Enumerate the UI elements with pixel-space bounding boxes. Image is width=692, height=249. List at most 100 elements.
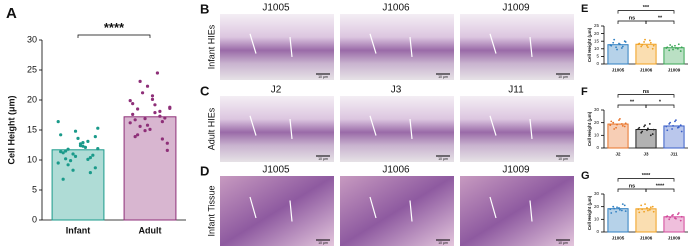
data-point bbox=[680, 46, 683, 49]
scale-label: 10 μm bbox=[438, 241, 448, 245]
scale-label: 10 μm bbox=[318, 241, 328, 245]
data-point bbox=[621, 203, 624, 206]
y-tick-label: 30 bbox=[27, 34, 37, 44]
data-point bbox=[61, 177, 65, 181]
data-point bbox=[623, 204, 626, 207]
x-tick-label: J1005 bbox=[612, 68, 625, 73]
data-point bbox=[612, 41, 615, 44]
data-point bbox=[677, 126, 680, 128]
row-label: Adult HIEs bbox=[206, 107, 216, 150]
micrograph bbox=[220, 14, 334, 80]
data-point bbox=[160, 120, 164, 124]
data-point bbox=[86, 139, 90, 143]
data-point bbox=[165, 148, 169, 152]
data-point bbox=[677, 212, 680, 214]
data-point bbox=[610, 44, 613, 47]
data-point bbox=[81, 141, 85, 145]
data-point bbox=[143, 117, 147, 121]
y-tick-label: 0 bbox=[596, 229, 599, 234]
image-title: J2 bbox=[271, 85, 282, 96]
significance-label: *** bbox=[643, 5, 650, 11]
data-point bbox=[666, 129, 669, 132]
data-point bbox=[665, 125, 668, 128]
data-point bbox=[643, 125, 645, 128]
data-point bbox=[651, 205, 654, 208]
data-point bbox=[641, 44, 644, 46]
data-point bbox=[66, 147, 70, 151]
micrograph bbox=[340, 96, 454, 162]
significance-label: ** bbox=[658, 15, 663, 21]
data-point bbox=[168, 106, 172, 110]
data-point bbox=[93, 135, 97, 139]
data-point bbox=[624, 122, 627, 125]
y-tick-label: 10 bbox=[594, 217, 600, 222]
micrograph bbox=[460, 176, 574, 246]
data-point bbox=[618, 207, 620, 209]
panel-letter: B bbox=[200, 1, 209, 16]
data-point bbox=[620, 123, 623, 125]
significance-bracket bbox=[77, 34, 151, 38]
data-point bbox=[609, 208, 612, 211]
data-point bbox=[83, 145, 88, 149]
data-point bbox=[158, 109, 162, 113]
bar bbox=[663, 216, 685, 233]
data-point bbox=[150, 97, 155, 101]
data-point bbox=[648, 39, 651, 42]
bar bbox=[635, 208, 657, 233]
data-point bbox=[643, 210, 645, 213]
data-point bbox=[671, 45, 673, 48]
data-point bbox=[675, 217, 677, 220]
data-point bbox=[59, 133, 63, 137]
data-point bbox=[138, 79, 142, 83]
cell-height-arrows bbox=[489, 115, 533, 139]
data-point bbox=[668, 123, 671, 125]
data-point bbox=[675, 119, 677, 122]
data-point bbox=[133, 135, 137, 139]
row-label: Infant HIEs bbox=[206, 24, 216, 69]
data-point bbox=[619, 43, 621, 46]
data-point bbox=[68, 159, 73, 163]
data-point bbox=[638, 211, 641, 214]
data-point bbox=[163, 116, 167, 120]
data-point bbox=[140, 91, 145, 95]
data-point bbox=[679, 219, 682, 222]
y-axis-label: Cell Height (μm) bbox=[587, 111, 592, 146]
data-point bbox=[646, 207, 648, 209]
data-point bbox=[648, 123, 651, 125]
data-point bbox=[619, 117, 621, 120]
data-point bbox=[679, 50, 682, 52]
data-point bbox=[88, 156, 92, 160]
data-point bbox=[91, 153, 95, 157]
x-tick-label: J1005 bbox=[612, 236, 625, 241]
significance-label: **** bbox=[656, 183, 665, 189]
x-tick-label: J1009 bbox=[668, 68, 681, 73]
data-point bbox=[613, 207, 616, 210]
x-tick-label: J11 bbox=[670, 152, 678, 157]
significance-label: * bbox=[659, 99, 662, 105]
significance-bracket bbox=[617, 20, 647, 24]
data-point bbox=[637, 128, 640, 130]
data-point bbox=[61, 151, 65, 155]
y-tick-label: 10 bbox=[27, 154, 37, 164]
data-point bbox=[669, 121, 672, 124]
data-point bbox=[676, 47, 679, 50]
data-point bbox=[155, 71, 160, 75]
x-tick-label: Adult bbox=[139, 225, 162, 235]
significance-label: ns bbox=[643, 89, 649, 95]
image-title: J3 bbox=[391, 85, 402, 96]
data-point bbox=[66, 163, 70, 167]
significance-bracket bbox=[645, 104, 675, 108]
data-point bbox=[647, 209, 649, 212]
data-point bbox=[128, 121, 132, 125]
x-tick-label: Infant bbox=[66, 225, 91, 235]
y-tick-label: 30 bbox=[594, 107, 600, 112]
data-point bbox=[145, 84, 150, 88]
data-point bbox=[647, 127, 649, 130]
data-point bbox=[78, 142, 83, 146]
data-point bbox=[624, 41, 627, 43]
data-point bbox=[652, 44, 655, 47]
data-point bbox=[59, 150, 63, 154]
data-point bbox=[648, 208, 651, 211]
significance-bracket bbox=[617, 94, 675, 98]
data-point bbox=[679, 124, 682, 127]
